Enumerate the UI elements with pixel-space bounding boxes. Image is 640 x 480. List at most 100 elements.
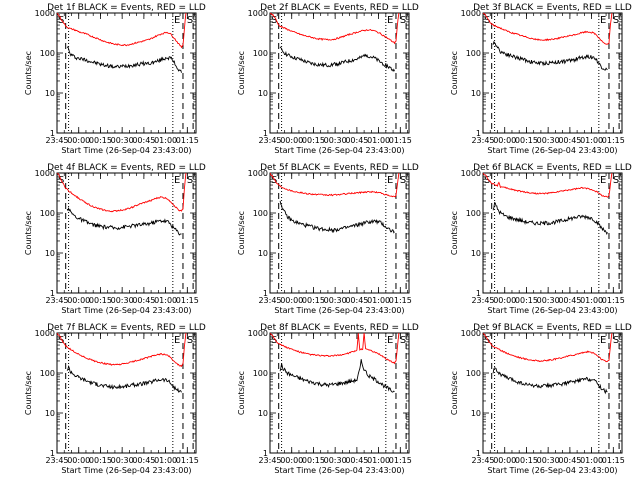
x-tick-label: 01:00 — [367, 456, 390, 465]
x-tick-label: 01:15 — [602, 296, 625, 305]
plot-frame — [482, 12, 623, 134]
x-axis-label: Start Time (26-Sep-04 23:43:00) — [61, 466, 191, 475]
panel-title: Det 3f BLACK = Events, RED = LLD — [473, 3, 632, 13]
x-tick-label: 23:45 — [45, 136, 68, 145]
y-tick-label: 100 — [40, 209, 55, 218]
x-tick-label: 00:15 — [515, 136, 538, 145]
lld-series-line — [57, 173, 187, 213]
marker-s-left: S — [484, 335, 490, 346]
y-axis-label: Counts/sec — [237, 371, 246, 415]
panel-title: Det 5f BLACK = Events, RED = LLD — [260, 163, 419, 173]
x-tick-label: 00:00 — [493, 296, 516, 305]
x-tick-label: 23:45 — [258, 296, 281, 305]
lld-series-line — [270, 173, 400, 198]
y-tick-label: 100 — [253, 49, 268, 58]
marker-e: E — [387, 335, 393, 346]
x-tick-label: 00:15 — [515, 296, 538, 305]
x-tick-label: 00:45 — [132, 296, 155, 305]
events-series-line — [279, 200, 395, 234]
y-tick-label: 10 — [258, 89, 268, 98]
detector-panel: Det 9f BLACK = Events, RED = LLD 1 10 100 10… — [450, 323, 632, 475]
y-tick-label: 1 — [50, 449, 55, 458]
detector-panel: Det 2f BLACK = Events, RED = LLD 1 10 100 10… — [237, 3, 419, 155]
x-tick-label: 23:45 — [258, 456, 281, 465]
detector-panel: Det 6f BLACK = Events, RED = LLD 1 10 100 10… — [450, 163, 632, 315]
plot-frame — [269, 172, 410, 294]
x-tick-label: 01:15 — [389, 456, 412, 465]
x-tick-label: 23:45 — [45, 456, 68, 465]
y-tick-label: 1000 — [461, 169, 481, 178]
x-tick-label: 00:45 — [558, 456, 581, 465]
x-tick-label: 00:15 — [89, 456, 112, 465]
lld-series-line — [270, 333, 400, 365]
events-series-line — [492, 367, 608, 395]
marker-s-right: S — [400, 335, 406, 346]
x-tick-label: 01:15 — [176, 136, 199, 145]
lld-series-line — [483, 333, 613, 363]
plot-frame — [56, 332, 197, 454]
marker-s-left: S — [58, 15, 64, 26]
x-tick-label: 00:00 — [280, 456, 303, 465]
plot-frame — [482, 172, 623, 294]
y-axis-label: Counts/sec — [450, 371, 459, 415]
marker-s-left: S — [484, 15, 490, 26]
x-axis-label: Start Time (26-Sep-04 23:43:00) — [487, 146, 617, 155]
x-tick-label: 01:00 — [154, 136, 177, 145]
x-tick-label: 01:00 — [580, 136, 603, 145]
x-tick-label: 00:00 — [67, 136, 90, 145]
detector-panel: Det 5f BLACK = Events, RED = LLD 1 10 100 10… — [237, 163, 419, 315]
plot-frame — [56, 12, 197, 134]
y-tick-label: 1 — [476, 129, 481, 138]
x-tick-label: 23:45 — [471, 456, 494, 465]
x-axis-label: Start Time (26-Sep-04 23:43:00) — [274, 306, 404, 315]
y-tick-label: 1 — [50, 129, 55, 138]
marker-e: E — [174, 335, 180, 346]
x-tick-label: 00:00 — [493, 136, 516, 145]
x-tick-label: 00:45 — [345, 296, 368, 305]
y-tick-label: 10 — [471, 249, 481, 258]
plot-frame — [269, 12, 410, 134]
x-tick-label: 00:15 — [302, 296, 325, 305]
marker-s-left: S — [271, 15, 277, 26]
x-axis-label: Start Time (26-Sep-04 23:43:00) — [61, 306, 191, 315]
detector-panel: Det 1f BLACK = Events, RED = LLD 1 10 100 10… — [24, 3, 206, 155]
panel-title: Det 6f BLACK = Events, RED = LLD — [473, 163, 632, 173]
y-axis-label: Counts/sec — [24, 51, 33, 95]
panel-title: Det 9f BLACK = Events, RED = LLD — [473, 323, 632, 333]
lld-series-line — [270, 13, 400, 45]
y-tick-label: 1000 — [461, 9, 481, 18]
marker-e: E — [600, 15, 606, 26]
x-tick-label: 01:15 — [176, 296, 199, 305]
x-tick-label: 00:45 — [558, 136, 581, 145]
marker-s-right: S — [187, 335, 193, 346]
x-tick-label: 00:30 — [537, 136, 560, 145]
events-series-line — [279, 359, 395, 393]
x-axis-label: Start Time (26-Sep-04 23:43:00) — [487, 466, 617, 475]
y-tick-label: 1 — [263, 449, 268, 458]
detector-panel: Det 3f BLACK = Events, RED = LLD 1 10 100 10… — [450, 3, 632, 155]
x-tick-label: 00:00 — [280, 296, 303, 305]
y-tick-label: 1 — [50, 289, 55, 298]
marker-e: E — [387, 175, 393, 186]
x-tick-label: 00:30 — [537, 296, 560, 305]
x-tick-label: 00:45 — [132, 456, 155, 465]
y-tick-label: 10 — [45, 409, 55, 418]
x-axis-label: Start Time (26-Sep-04 23:43:00) — [487, 306, 617, 315]
x-tick-label: 00:15 — [302, 456, 325, 465]
x-tick-label: 01:15 — [389, 136, 412, 145]
x-tick-label: 00:00 — [493, 456, 516, 465]
marker-e: E — [600, 335, 606, 346]
y-tick-label: 1 — [263, 129, 268, 138]
y-tick-label: 100 — [40, 49, 55, 58]
panel-title: Det 2f BLACK = Events, RED = LLD — [260, 3, 419, 13]
x-tick-label: 01:15 — [389, 296, 412, 305]
x-tick-label: 00:30 — [324, 296, 347, 305]
x-tick-label: 00:15 — [89, 296, 112, 305]
marker-s-right: S — [187, 175, 193, 186]
y-tick-label: 100 — [466, 209, 481, 218]
x-tick-label: 00:30 — [111, 456, 134, 465]
y-tick-label: 10 — [45, 89, 55, 98]
y-tick-label: 10 — [258, 249, 268, 258]
x-tick-label: 23:45 — [45, 296, 68, 305]
plot-frame — [269, 332, 410, 454]
